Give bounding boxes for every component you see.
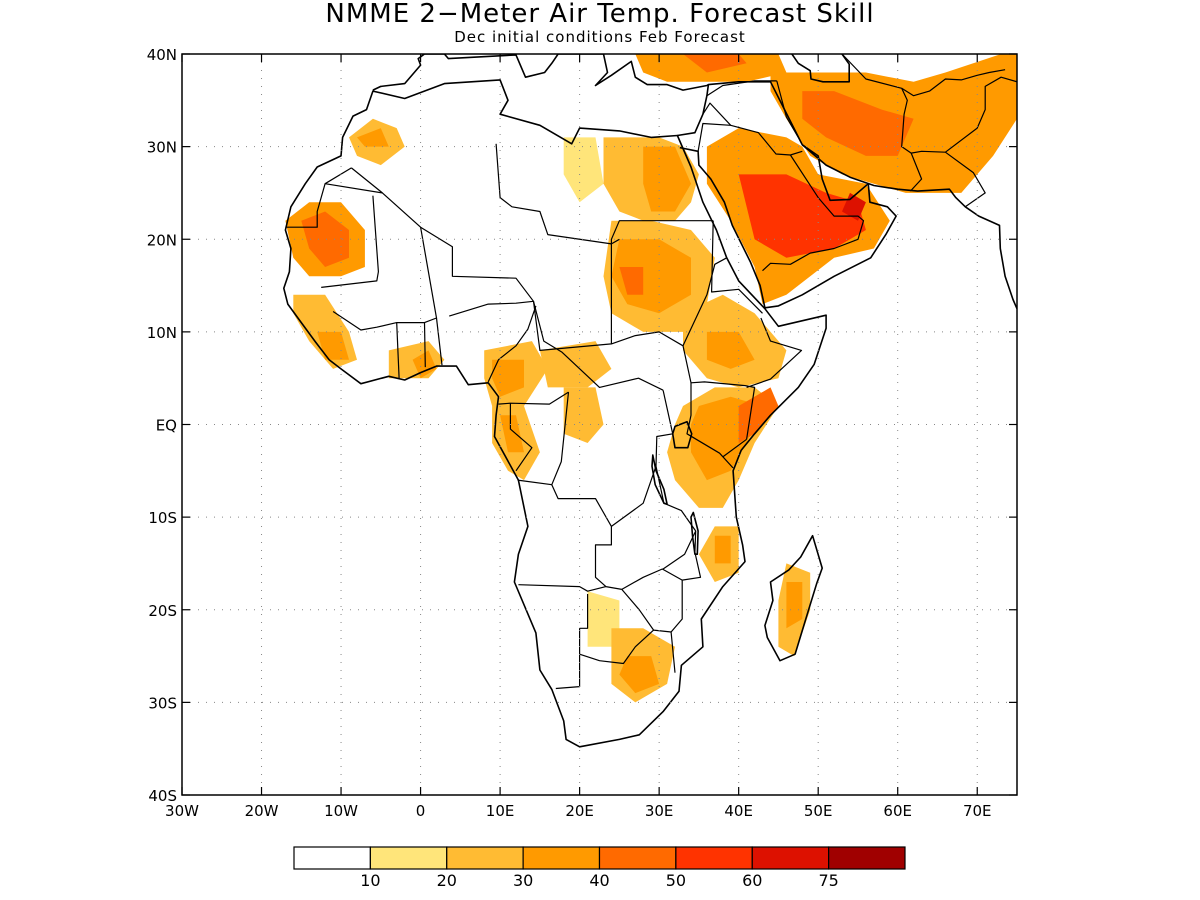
- country-border: [435, 317, 443, 366]
- skill-region-gabon-congo-core: [500, 415, 524, 453]
- lat-tick-label: 20N: [147, 231, 177, 249]
- country-border: [662, 530, 697, 570]
- skill-region-drc-patch: [563, 387, 604, 443]
- axis-ticks: 30W 20W 10W 0 10E 20E 30E 40E 50E 60E 70E 40N 30N 20N…: [147, 46, 1017, 820]
- country-border: [945, 76, 1017, 153]
- lat-tick-label: 30N: [147, 139, 177, 157]
- lon-tick-label: 70E: [963, 802, 992, 820]
- country-border: [423, 322, 426, 368]
- country-border: [532, 301, 664, 391]
- country-border: [509, 403, 533, 472]
- page-subtitle: Dec initial conditions Feb Forecast: [454, 28, 746, 46]
- country-border: [686, 382, 734, 469]
- lon-tick-label: 10E: [486, 802, 515, 820]
- skill-region-mozambique-core: [714, 535, 731, 564]
- legend-label: 75: [818, 871, 838, 890]
- legend-swatch: [522, 846, 601, 870]
- country-border: [697, 122, 731, 152]
- lat-tick-label: 30S: [148, 694, 177, 712]
- lon-tick-label: 30W: [165, 802, 199, 820]
- country-border: [621, 589, 672, 633]
- country-border: [706, 80, 777, 97]
- mediterranean-north-coastline: [372, 54, 709, 91]
- country-border: [909, 152, 923, 192]
- country-border: [611, 466, 657, 527]
- legend-label: 10: [360, 871, 380, 890]
- legend-swatch: [675, 846, 753, 870]
- country-border: [518, 584, 607, 592]
- skill-region-morocco-core: [357, 128, 389, 147]
- country-border: [551, 484, 622, 590]
- country-border: [325, 183, 383, 194]
- lat-tick-label: EQ: [156, 417, 177, 435]
- madagascar-coastline: [764, 534, 823, 662]
- caspian-coastline: [791, 54, 850, 83]
- lat-tick-label: 10S: [148, 509, 177, 527]
- skill-region-sudan-peak: [619, 267, 644, 295]
- lat-tick-label: 40S: [148, 787, 177, 805]
- skill-region-ghana-core: [412, 350, 437, 379]
- skill-region-iran-core: [802, 91, 914, 156]
- country-border: [495, 143, 620, 245]
- coastline-layer: [283, 54, 1017, 748]
- legend-label: 30: [513, 871, 533, 890]
- country-border: [776, 80, 803, 146]
- legend-label: 20: [437, 871, 457, 890]
- skill-region-cameroon-core: [492, 359, 524, 397]
- legend-swatch: [369, 846, 448, 870]
- country-border: [498, 391, 569, 405]
- skill-region-ethiopia-core: [706, 331, 755, 369]
- country-border: [722, 438, 747, 458]
- legend-swatch: [446, 846, 524, 870]
- skill-region-libya-patch: [563, 137, 604, 203]
- skill-region-mauritania-core: [301, 211, 349, 267]
- legend-swatch: [828, 846, 906, 870]
- lat-tick-label: 10N: [147, 324, 177, 342]
- skill-region-southern-africa-core: [619, 656, 660, 694]
- country-border: [579, 594, 589, 629]
- country-border: [517, 392, 570, 486]
- lon-tick-label: 10W: [324, 802, 358, 820]
- lon-tick-label: 20E: [565, 802, 594, 820]
- arabia-coastline: [677, 81, 897, 309]
- country-border: [682, 257, 727, 347]
- iran-india-coastline: [801, 144, 1017, 310]
- legend-swatch: [293, 846, 371, 870]
- country-border: [746, 317, 803, 388]
- lon-tick-label: 40E: [724, 802, 753, 820]
- country-border: [396, 322, 400, 379]
- africa-coastline: [283, 79, 827, 748]
- country-border: [321, 195, 379, 288]
- legend-label: 40: [589, 871, 609, 890]
- lon-tick-label: 50E: [804, 802, 833, 820]
- lat-tick-label: 40N: [147, 46, 177, 64]
- color-legend: 10 20 30 40 50 60 75: [293, 846, 906, 890]
- lon-tick-label: 30E: [645, 802, 674, 820]
- legend-label: 60: [742, 871, 762, 890]
- legend-swatch: [598, 846, 677, 870]
- country-border: [449, 300, 534, 317]
- country-border: [762, 154, 865, 272]
- country-border: [841, 54, 986, 208]
- lon-tick-label: 20W: [245, 802, 279, 820]
- country-border: [285, 167, 352, 228]
- skill-region-egypt-core: [643, 146, 691, 212]
- page-title: NMME 2−Meter Air Temp. Forecast Skill: [325, 0, 875, 29]
- lon-tick-label: 60E: [883, 802, 912, 820]
- country-border: [621, 568, 683, 590]
- country-border: [901, 69, 1006, 97]
- skill-region-west-coast-core: [317, 331, 349, 360]
- country-border: [487, 305, 537, 383]
- lat-tick-label: 20S: [148, 602, 177, 620]
- country-border: [711, 220, 763, 314]
- skill-region-madagascar-core: [786, 582, 803, 629]
- country-border: [579, 629, 655, 665]
- lon-tick-label: 0: [416, 802, 426, 820]
- legend-swatch: [751, 846, 830, 870]
- legend-label: 50: [666, 871, 686, 890]
- skill-region-arabia-core: [738, 174, 866, 258]
- skill-region-turkey-core: [683, 54, 747, 73]
